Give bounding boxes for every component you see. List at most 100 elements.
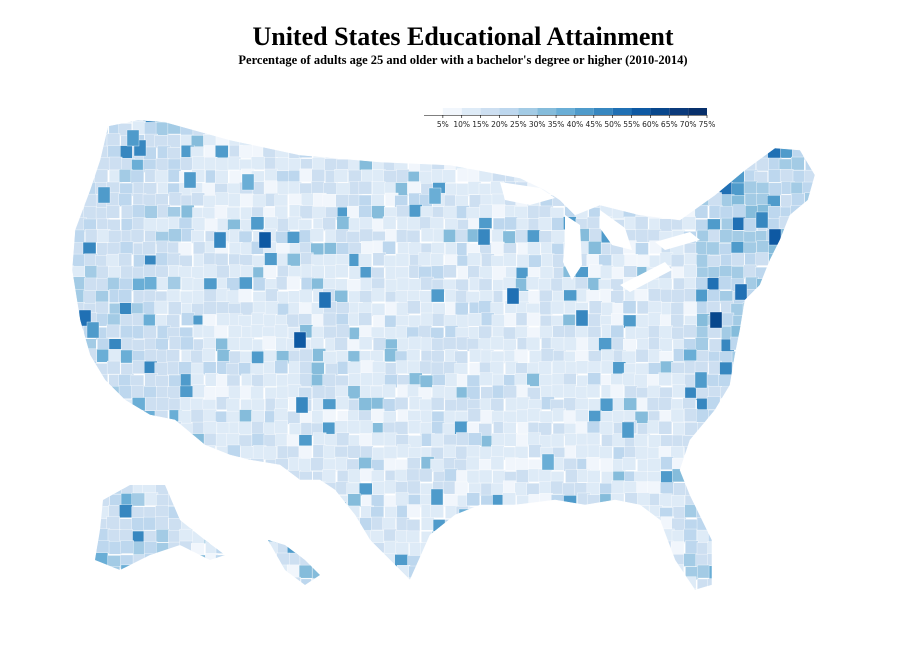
county-tile[interactable]	[707, 111, 722, 124]
county-tile[interactable]	[216, 481, 230, 496]
county-tile[interactable]	[359, 290, 373, 304]
county-tile[interactable]	[515, 540, 529, 555]
county-tile[interactable]	[275, 157, 289, 171]
county-tile[interactable]	[647, 229, 662, 243]
county-tile[interactable]	[239, 481, 253, 496]
county-tile[interactable]	[72, 158, 86, 173]
county-tile[interactable]	[634, 134, 648, 149]
county-tile[interactable]	[205, 456, 219, 470]
county-tile[interactable]	[601, 434, 615, 448]
county-tile[interactable]	[286, 231, 301, 245]
county-tile[interactable]	[682, 132, 696, 147]
county-tile[interactable]	[467, 133, 481, 147]
county-tile[interactable]	[467, 313, 482, 327]
county-tile[interactable]	[805, 205, 818, 219]
county-tile[interactable]	[131, 313, 146, 327]
county-tile[interactable]	[395, 121, 409, 135]
county-tile[interactable]	[431, 337, 445, 352]
county-tile[interactable]	[598, 182, 612, 197]
county-tile[interactable]	[515, 458, 529, 472]
county-tile[interactable]	[144, 276, 158, 290]
county-tile[interactable]	[300, 193, 315, 207]
county-tile[interactable]	[240, 193, 254, 208]
county-tile[interactable]	[466, 492, 480, 506]
county-tile[interactable]	[299, 373, 313, 387]
county-tile[interactable]	[635, 327, 649, 341]
county-tile[interactable]	[683, 324, 697, 338]
county-tile[interactable]	[371, 408, 385, 423]
county-tile[interactable]	[672, 134, 686, 148]
county-tile[interactable]	[767, 494, 782, 509]
county-tile[interactable]	[780, 518, 794, 532]
county-tile[interactable]	[576, 337, 590, 351]
county-tile[interactable]	[72, 229, 85, 244]
county-tile[interactable]	[252, 277, 267, 292]
county-tile[interactable]	[239, 588, 254, 602]
county-tile[interactable]	[635, 589, 649, 603]
county-tile[interactable]	[240, 468, 254, 483]
county-tile[interactable]	[551, 230, 565, 244]
county-tile[interactable]	[96, 540, 110, 554]
county-tile[interactable]	[552, 158, 566, 172]
county-tile[interactable]	[179, 385, 194, 400]
county-tile[interactable]	[72, 337, 86, 351]
county-tile[interactable]	[696, 170, 710, 184]
county-tile[interactable]	[538, 542, 553, 556]
county-tile[interactable]	[779, 423, 793, 437]
county-tile[interactable]	[444, 591, 457, 604]
county-tile[interactable]	[311, 591, 324, 604]
county-tile[interactable]	[516, 588, 530, 602]
county-tile[interactable]	[648, 325, 662, 339]
county-tile[interactable]	[120, 349, 134, 364]
county-tile[interactable]	[61, 277, 75, 291]
county-tile[interactable]	[167, 168, 182, 183]
county-tile[interactable]	[791, 255, 806, 269]
county-tile[interactable]	[443, 264, 457, 278]
county-tile[interactable]	[120, 564, 135, 579]
county-tile[interactable]	[442, 529, 457, 543]
county-tile[interactable]	[480, 528, 494, 543]
county-tile[interactable]	[276, 134, 290, 149]
county-tile[interactable]	[647, 529, 661, 543]
county-tile[interactable]	[719, 145, 733, 159]
county-tile[interactable]	[180, 204, 195, 219]
county-tile[interactable]	[323, 530, 337, 544]
county-tile[interactable]	[754, 110, 768, 124]
county-tile[interactable]	[109, 480, 123, 495]
county-tile[interactable]	[300, 542, 314, 556]
county-tile[interactable]	[371, 397, 385, 411]
county-tile[interactable]	[408, 589, 423, 603]
county-tile[interactable]	[574, 157, 589, 172]
county-tile[interactable]	[828, 205, 841, 218]
county-tile[interactable]	[59, 144, 73, 158]
county-tile[interactable]	[768, 266, 782, 280]
county-tile[interactable]	[144, 122, 158, 136]
county-tile[interactable]	[829, 109, 842, 122]
county-tile[interactable]	[829, 410, 842, 423]
county-tile[interactable]	[791, 408, 805, 423]
county-tile[interactable]	[720, 123, 734, 137]
county-tile[interactable]	[744, 411, 758, 425]
county-tile[interactable]	[419, 578, 434, 591]
county-tile[interactable]	[178, 458, 193, 472]
county-tile[interactable]	[445, 242, 459, 256]
county-tile[interactable]	[59, 362, 73, 377]
county-tile[interactable]	[191, 230, 205, 244]
county-tile[interactable]	[157, 432, 171, 447]
county-tile[interactable]	[623, 588, 637, 602]
county-tile[interactable]	[767, 542, 782, 557]
county-tile[interactable]	[658, 205, 673, 219]
county-tile[interactable]	[791, 543, 806, 557]
county-tile[interactable]	[325, 566, 339, 580]
county-tile[interactable]	[157, 446, 171, 460]
county-tile[interactable]	[659, 218, 673, 233]
county-tile[interactable]	[108, 434, 123, 448]
county-tile[interactable]	[803, 552, 817, 567]
county-tile[interactable]	[361, 169, 375, 183]
county-tile[interactable]	[119, 456, 134, 471]
county-tile[interactable]	[791, 576, 805, 590]
county-tile[interactable]	[166, 434, 181, 448]
county-tile[interactable]	[192, 421, 206, 436]
county-tile[interactable]	[671, 468, 686, 483]
county-tile[interactable]	[635, 505, 650, 519]
